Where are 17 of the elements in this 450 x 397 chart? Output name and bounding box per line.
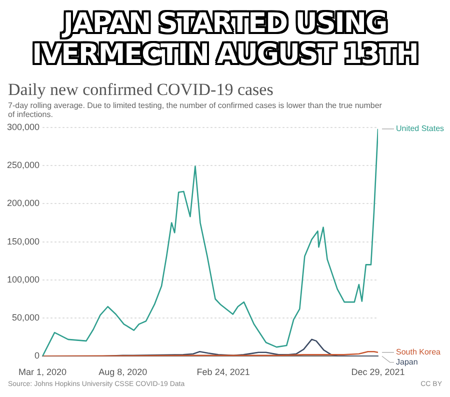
x-tick-label: Mar 1, 2020 bbox=[18, 367, 67, 378]
text: South Korea bbox=[396, 348, 442, 357]
y-tick-label: 250,000 bbox=[6, 160, 40, 170]
y-tick-label: 100,000 bbox=[6, 274, 40, 284]
x-tick-label: Aug 8, 2020 bbox=[98, 367, 148, 378]
y-tick-label: 150,000 bbox=[6, 236, 40, 246]
chart-title: JAPAN STARTED USING IVERMECTIN AUGUST 13TH bbox=[31, 7, 420, 72]
chart-subtitle: Daily new confirmed COVID-19 cases bbox=[8, 80, 274, 100]
x-tick-label: Feb 24, 2021 bbox=[196, 367, 250, 378]
y-tick-label: 300,000 bbox=[6, 122, 40, 132]
x-tick-label: Dec 29, 2021 bbox=[351, 367, 405, 378]
y-tick-label: 0 bbox=[34, 350, 40, 361]
y-tick-label: 200,000 bbox=[6, 198, 40, 208]
y-tick-label: 50,000 bbox=[12, 312, 40, 323]
text: United States bbox=[396, 124, 444, 134]
text: 7-day rolling average. Due to limited testing, the number of confirmed cases is lower than the true number of infections. bbox=[8, 101, 383, 119]
text: Japan bbox=[396, 358, 418, 367]
